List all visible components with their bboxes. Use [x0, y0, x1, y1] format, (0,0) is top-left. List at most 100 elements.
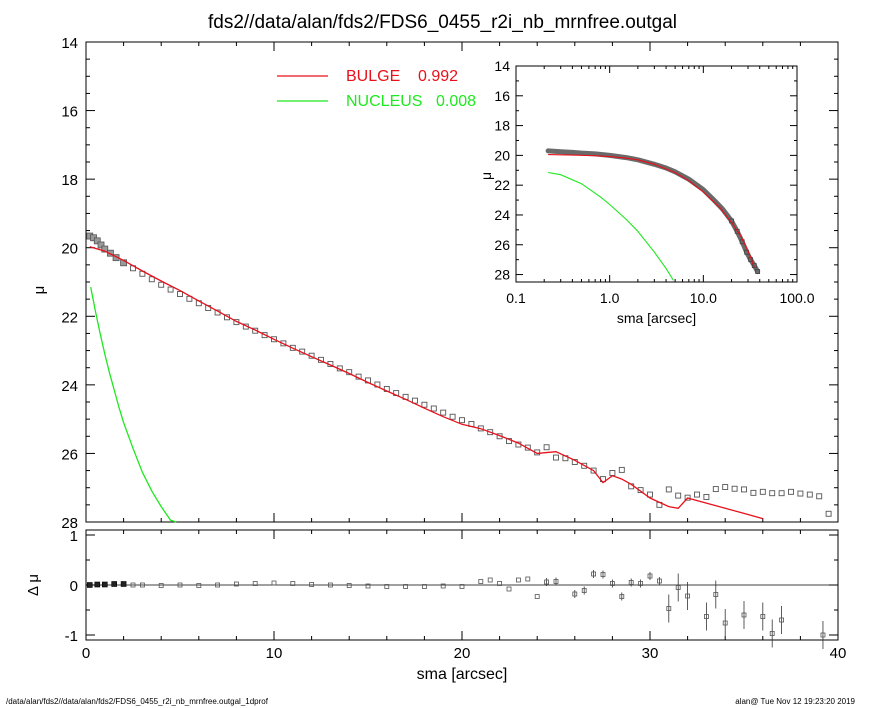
- main-y-tick-label: 26: [61, 446, 78, 463]
- residual-point: [94, 581, 101, 588]
- residual-point: [130, 582, 136, 588]
- residual-point: [86, 582, 93, 588]
- residual-y-axis-label: Δ μ: [25, 574, 42, 596]
- residual-point: [139, 582, 145, 588]
- inset-data-point: [734, 228, 740, 234]
- inset-y-tick-label: 26: [494, 237, 510, 253]
- main-data-point: [148, 276, 155, 283]
- residual-point: [600, 572, 606, 577]
- main-data-point: [280, 340, 287, 347]
- main-y-axis-label: μ: [31, 286, 48, 295]
- main-data-point: [421, 401, 428, 408]
- main-data-point: [825, 510, 832, 517]
- main-data-point: [750, 489, 757, 496]
- residual-point: [365, 583, 371, 589]
- residual-point: [704, 614, 709, 619]
- plot-title: fds2//data/alan/fds2/FDS6_0455_r2i_nb_mr…: [208, 12, 677, 33]
- residual-point: [271, 580, 277, 586]
- residual-point: [591, 571, 596, 577]
- residual-point: [638, 581, 643, 586]
- residual-point: [534, 594, 540, 599]
- residual-point: [252, 581, 258, 586]
- inset-y-axis-label: μ: [478, 172, 494, 180]
- residual-point: [506, 586, 512, 592]
- residual-point: [553, 579, 559, 584]
- residual-point: [666, 606, 672, 611]
- main-data-point: [440, 409, 447, 416]
- legend-value-nucleus: 0.008: [436, 93, 476, 110]
- residual-point: [779, 617, 784, 623]
- residual-point: [619, 594, 625, 599]
- main-data-point: [731, 485, 738, 492]
- main-data-point: [694, 491, 700, 498]
- residual-point: [196, 583, 202, 588]
- residual-point: [741, 612, 747, 618]
- footer-file-path: /data/alan/fds2//data/alan/fds2/FDS6_045…: [6, 697, 268, 706]
- main-y-tick-label: 22: [61, 309, 78, 326]
- main-bulge-curve: [89, 246, 763, 520]
- main-data-point: [271, 336, 277, 343]
- residual-point: [327, 582, 333, 588]
- residual-point: [581, 588, 587, 593]
- inset-data-point: [755, 269, 761, 274]
- main-data-point: [684, 494, 691, 501]
- residual-point: [525, 576, 531, 582]
- inset-x-tick-label: 1.0: [600, 290, 620, 306]
- inset-data-band: [545, 148, 761, 275]
- residual-point: [102, 581, 108, 588]
- inset-bulge-curve: [548, 154, 755, 268]
- residual-point: [421, 584, 427, 589]
- residual-point: [384, 584, 390, 589]
- main-data-point: [430, 405, 437, 412]
- residual-point: [722, 620, 728, 626]
- main-data-point: [618, 466, 625, 473]
- main-data-point: [722, 484, 729, 490]
- residual-point: [647, 573, 653, 579]
- residual-point: [346, 583, 352, 588]
- inset-plot-frame: [515, 65, 798, 283]
- residual-x-tick-label: 0: [82, 645, 90, 662]
- inset-y-tick-label: 14: [494, 58, 510, 74]
- residual-point: [403, 584, 409, 589]
- residual-x-tick-label: 30: [642, 645, 659, 662]
- main-y-tick-label: 20: [61, 241, 78, 258]
- main-data-point: [609, 470, 616, 476]
- main-nucleus-curve: [90, 286, 177, 523]
- residual-point: [111, 581, 117, 587]
- residual-point: [610, 581, 615, 586]
- residual-point: [233, 581, 239, 587]
- main-y-tick-label: 14: [61, 35, 78, 52]
- residual-x-tick-label: 10: [266, 645, 283, 662]
- residual-point: [497, 581, 503, 586]
- residual-point: [760, 614, 766, 619]
- main-data-point: [759, 488, 766, 495]
- main-data-point: [261, 332, 268, 339]
- main-data-point: [449, 413, 456, 420]
- residual-x-tick-label: 20: [454, 645, 471, 662]
- inset-nucleus-curve: [548, 171, 674, 281]
- main-data-point: [712, 486, 719, 493]
- residual-y-tick-label: -1: [65, 628, 78, 645]
- inset-y-tick-label: 28: [494, 267, 510, 283]
- main-data-point: [506, 438, 512, 445]
- main-data-point: [459, 417, 465, 424]
- legend-value-bulge: 0.992: [418, 68, 458, 85]
- main-data-point: [647, 491, 653, 498]
- inset-x-tick-label: 100.0: [779, 290, 814, 306]
- legend-label-nucleus: NUCLEUS: [346, 93, 422, 110]
- residual-point: [544, 579, 549, 585]
- legend-label-bulge: BULGE: [346, 68, 400, 85]
- main-data-point: [487, 429, 494, 436]
- inset-y-tick-label: 16: [494, 88, 510, 104]
- residual-point: [440, 583, 446, 589]
- main-data-point: [703, 494, 710, 500]
- main-data-point: [167, 286, 174, 293]
- inset-x-tick-label: 0.1: [506, 290, 526, 306]
- main-data-point: [158, 281, 165, 288]
- residual-x-tick-label: 40: [830, 645, 847, 662]
- main-y-tick-label: 28: [61, 515, 78, 532]
- residual-point: [713, 592, 719, 597]
- main-data-point: [543, 444, 550, 451]
- main-data-point: [97, 241, 105, 249]
- main-data-point: [788, 488, 794, 495]
